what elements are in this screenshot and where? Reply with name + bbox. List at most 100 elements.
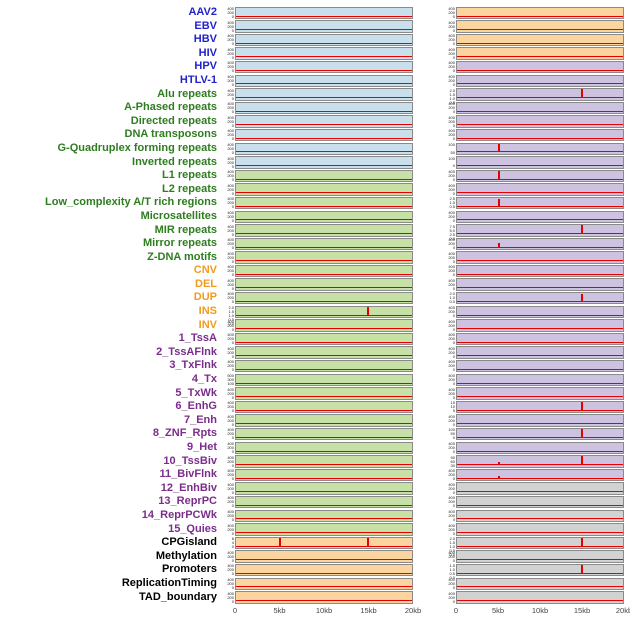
y-tick-label: 0.0 bbox=[449, 552, 455, 558]
mini-plot-left bbox=[235, 482, 413, 495]
red-signal-line bbox=[236, 396, 412, 398]
y-tick-label: 1.5 bbox=[449, 91, 455, 97]
y-tick-label: 400 bbox=[448, 60, 455, 66]
y-tick-label: 0 bbox=[452, 245, 455, 251]
y-tick-label: 200 bbox=[227, 349, 234, 355]
y-tick-label: 400 bbox=[227, 413, 234, 419]
y-tick-label: 0 bbox=[452, 109, 455, 115]
y-tick-label: 0 bbox=[452, 394, 455, 400]
y-tick-label: 400 bbox=[448, 237, 455, 243]
column-gap bbox=[413, 210, 443, 224]
mini-plot-left bbox=[235, 6, 413, 19]
y-tick-label: 0 bbox=[231, 367, 234, 373]
y-tick-label: 400 bbox=[448, 318, 455, 324]
mini-plot-right bbox=[456, 169, 624, 183]
y-tick-label: 10 bbox=[450, 404, 455, 410]
column-gap bbox=[413, 536, 443, 550]
red-signal-line bbox=[457, 491, 623, 493]
red-signal-line bbox=[236, 260, 412, 262]
y-tick-label: 200 bbox=[227, 431, 234, 437]
red-signal-line bbox=[236, 287, 412, 289]
y-axis-ticks: 400 200 0 bbox=[222, 6, 235, 20]
y-axis-ticks: 400 200 0 bbox=[222, 237, 235, 251]
feature-row: DUP 400 200 0 2.0 1.0 0.0 bbox=[0, 291, 630, 305]
y-axis-ticks: 400 200 0 bbox=[222, 468, 235, 482]
feature-row: 10_TssBiv 400 200 0 90 60 30 bbox=[0, 455, 630, 469]
mini-plot-right bbox=[456, 441, 624, 454]
y-tick-label: 0 bbox=[231, 489, 234, 495]
y-tick-label: 200 bbox=[448, 417, 455, 423]
y-axis-ticks: 400 200 0 bbox=[443, 251, 456, 265]
y-tick-label: 0 bbox=[452, 489, 455, 495]
y-tick-label: 0 bbox=[452, 122, 455, 128]
y-tick-label: 0.0 bbox=[228, 321, 234, 327]
y-axis-ticks: 7.5 5.0 2.5 0.0 bbox=[443, 224, 456, 240]
y-tick-label: 200 bbox=[448, 37, 455, 43]
mini-plot-left bbox=[235, 196, 413, 210]
y-axis-ticks: 400 200 0 bbox=[222, 169, 235, 183]
y-tick-label: 200 bbox=[448, 322, 455, 328]
y-tick-label: 200 bbox=[227, 200, 234, 206]
row-label: Alu repeats bbox=[157, 87, 217, 100]
feature-row: HBV 400 200 0 400 200 0 bbox=[0, 33, 630, 47]
axis-left-pad bbox=[0, 604, 235, 618]
y-axis-ticks: 400 200 0 bbox=[443, 47, 456, 61]
column-gap bbox=[413, 563, 443, 577]
x-axis: 0 5kb 10kb 15kb 20kb 0 5kb 10kb 15kb 20kb bbox=[0, 604, 630, 618]
row-label: Microsatellites bbox=[140, 209, 217, 222]
y-tick-label: 0 bbox=[452, 326, 455, 332]
y-tick-label: 200 bbox=[227, 173, 234, 179]
red-signal-line bbox=[457, 518, 623, 520]
column-gap bbox=[413, 237, 443, 251]
red-signal-line bbox=[457, 192, 623, 194]
y-tick-label: 200 bbox=[448, 241, 455, 247]
y-tick-label: 0 bbox=[231, 584, 234, 590]
y-tick-label: 200 bbox=[227, 118, 234, 124]
y-tick-label: 100 bbox=[448, 155, 455, 161]
y-tick-label: 0 bbox=[452, 340, 455, 346]
mini-plot-right bbox=[456, 319, 624, 332]
x-tick-label: 15kb bbox=[360, 606, 377, 616]
y-tick-label: 0 bbox=[231, 571, 234, 577]
column-gap bbox=[413, 482, 443, 496]
red-signal-line bbox=[457, 355, 623, 357]
column-gap bbox=[413, 74, 443, 88]
red-signal-line bbox=[457, 205, 623, 207]
y-axis-ticks: 400 200 0 bbox=[443, 33, 456, 47]
y-tick-label: 200 bbox=[227, 37, 234, 43]
red-signal-line bbox=[236, 545, 412, 547]
red-signal-line bbox=[457, 559, 623, 561]
row-label: CPGisland bbox=[161, 536, 217, 549]
y-tick-label: 400 bbox=[227, 264, 234, 270]
mini-plot-left bbox=[235, 332, 413, 346]
y-tick-label: 200 bbox=[227, 77, 234, 83]
mini-plot-right bbox=[456, 156, 624, 169]
feature-row: Methylation 400 200 0 400 200 0 bbox=[0, 550, 630, 564]
row-label: HPV bbox=[194, 60, 217, 73]
row-label: 3_TxFlnk bbox=[169, 359, 217, 372]
signal-spike bbox=[580, 429, 583, 438]
column-gap bbox=[413, 101, 443, 115]
y-tick-label: 0 bbox=[231, 41, 234, 47]
y-tick-label: 0 bbox=[452, 598, 455, 604]
y-tick-label: 400 bbox=[227, 114, 234, 120]
column-gap bbox=[413, 33, 443, 47]
column-gap bbox=[413, 291, 443, 305]
y-tick-label: 50 bbox=[450, 149, 455, 155]
column-gap bbox=[413, 128, 443, 142]
y-axis-ticks: 400 200 0 bbox=[443, 359, 456, 373]
row-label: 11_BivFlnk bbox=[159, 468, 217, 481]
red-signal-line bbox=[457, 436, 623, 438]
red-signal-line bbox=[236, 219, 412, 221]
row-label: 15_Quies bbox=[168, 522, 217, 535]
y-tick-label: 400 bbox=[227, 481, 234, 487]
feature-row: ReplicationTiming 400 200 0 400 200 0 bbox=[0, 577, 630, 591]
y-tick-label: 400 bbox=[227, 19, 234, 25]
column-gap bbox=[413, 278, 443, 292]
mini-plot-right bbox=[456, 509, 624, 522]
mini-plot-right bbox=[456, 47, 624, 60]
red-signal-line bbox=[457, 368, 623, 370]
feature-row: Low_complexity A/T rich regions 400 200 0 2.… bbox=[0, 196, 630, 210]
column-gap bbox=[413, 169, 443, 183]
column-gap bbox=[413, 264, 443, 278]
